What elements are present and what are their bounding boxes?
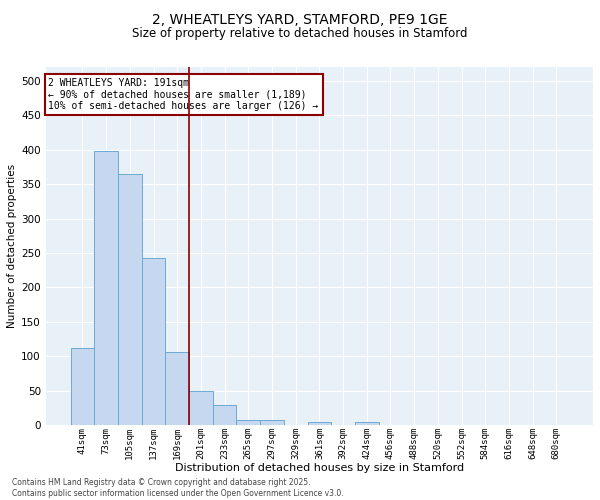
Bar (236, 420, 260, 425)
Bar (379, 424, 403, 425)
X-axis label: Distribution of detached houses by size in Stamford: Distribution of detached houses by size … (175, 463, 464, 473)
Text: Size of property relative to detached houses in Stamford: Size of property relative to detached ho… (132, 28, 468, 40)
Bar (260, 420, 284, 425)
Text: Contains HM Land Registry data © Crown copyright and database right 2025.
Contai: Contains HM Land Registry data © Crown c… (12, 478, 344, 498)
Bar (142, 258, 166, 425)
Bar (544, 424, 568, 425)
Bar (355, 422, 379, 425)
Bar (166, 352, 189, 425)
Bar (118, 174, 142, 425)
Text: 2 WHEATLEYS YARD: 191sqm
← 90% of detached houses are smaller (1,189)
10% of sem: 2 WHEATLEYS YARD: 191sqm ← 90% of detach… (49, 78, 319, 111)
Bar (71, 348, 94, 425)
Bar (213, 404, 236, 425)
Bar (189, 391, 213, 425)
Text: 2, WHEATLEYS YARD, STAMFORD, PE9 1GE: 2, WHEATLEYS YARD, STAMFORD, PE9 1GE (152, 12, 448, 26)
Y-axis label: Number of detached properties: Number of detached properties (7, 164, 17, 328)
Bar (308, 422, 331, 425)
Bar (94, 151, 118, 425)
